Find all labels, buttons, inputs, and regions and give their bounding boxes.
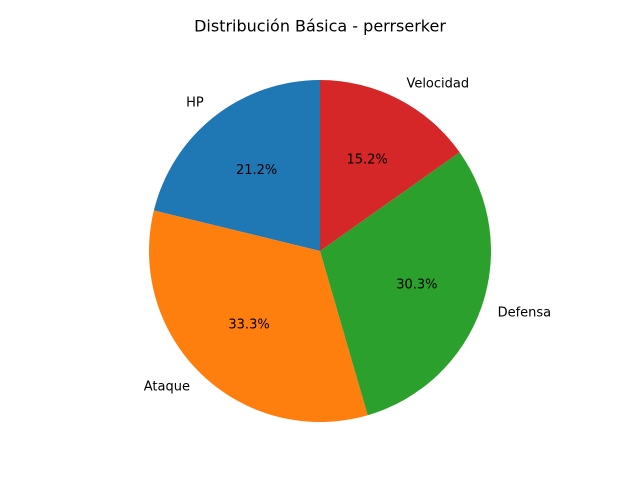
percent-label-defensa: 30.3%	[396, 277, 437, 292]
pie-slice-velocidad	[320, 80, 460, 251]
percent-label-velocidad: 15.2%	[346, 152, 387, 167]
slice-label-defensa: Defensa	[498, 306, 552, 321]
percent-label-ataque: 33.3%	[228, 318, 269, 333]
percent-label-hp: 21.2%	[236, 163, 277, 178]
pie-slice-hp	[153, 80, 320, 251]
slices-layer	[148, 80, 491, 423]
pie-slice-ataque	[148, 210, 368, 423]
chart-title: Distribución Básica - perrserker	[194, 17, 446, 36]
slice-label-velocidad: Velocidad	[406, 76, 469, 91]
labels-layer: HP 21.2% Ataque 33.3% Defensa 30.3% Velocidad 1…	[144, 76, 551, 394]
pie-slice-defensa	[320, 152, 491, 416]
slice-label-hp: HP	[186, 96, 204, 111]
slice-label-ataque: Ataque	[144, 379, 190, 394]
